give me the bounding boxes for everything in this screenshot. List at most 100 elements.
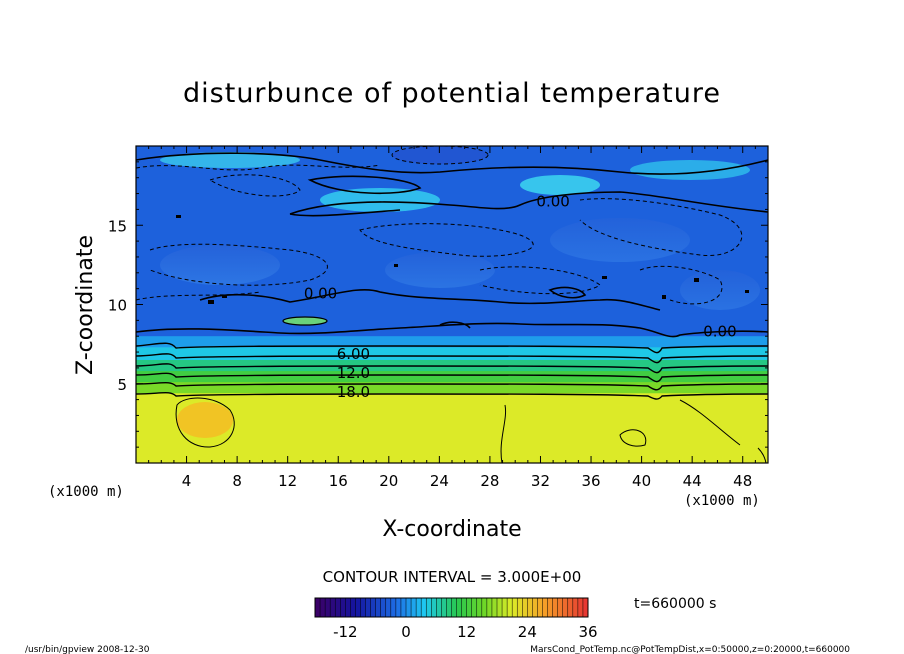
contour-negative: [208, 174, 301, 197]
colorbar-cell: [517, 598, 523, 617]
colorbar-tick-label: -12: [333, 623, 358, 641]
dark-patch: [385, 252, 495, 288]
colorbar-cell: [486, 598, 493, 617]
light-patch: [630, 160, 750, 180]
colorbar-cell: [441, 598, 447, 617]
colorbar-cell: [421, 598, 427, 617]
colorbar-cell: [320, 598, 326, 617]
contour-island: [662, 295, 666, 299]
contour-label: 6.00: [337, 345, 370, 363]
time-label: t=660000 s: [634, 596, 716, 612]
colorbar-cell: [466, 598, 473, 617]
colorbar-cell: [360, 598, 366, 617]
colorbar-cell: [547, 598, 554, 617]
contour-positive: [136, 353, 768, 364]
x-unit-left: (x1000 m): [48, 484, 124, 500]
colorbar-tick-label: 36: [578, 623, 597, 641]
colorbar-cell: [355, 598, 361, 617]
contour-label: 0.00: [536, 193, 569, 211]
y-tick-label: 5: [117, 376, 127, 394]
colorbar-tick-label: 24: [518, 623, 537, 641]
colorbar-cell: [537, 598, 543, 617]
contour-positive: [136, 342, 768, 354]
colorbar-cell: [325, 598, 331, 617]
colorbar-cell: [385, 598, 392, 617]
dark-patch: [680, 270, 760, 310]
colorbar-cell: [426, 598, 432, 617]
x-tick-label: 20: [379, 472, 398, 490]
x-tick-label: 32: [531, 472, 550, 490]
contour-negative: [359, 223, 534, 257]
colorbar-cell: [471, 598, 478, 617]
light-patch: [520, 175, 600, 195]
contour-negative: [479, 266, 601, 295]
x-tick-label: 28: [480, 472, 499, 490]
colorbar-cell: [370, 598, 377, 617]
cold-anomaly-top-contour: [391, 146, 489, 165]
colorbar-tick-label: 0: [401, 623, 411, 641]
colorbar-cell: [431, 598, 437, 617]
colorbar-cell: [335, 598, 341, 617]
colorbar-cell: [456, 598, 463, 617]
warm-anomaly-bottom-contour: [175, 397, 235, 448]
footer-right: MarsCond_PotTemp.nc@PotTempDist,x=0:5000…: [530, 645, 850, 654]
colorbar-cell: [557, 598, 564, 617]
x-tick-label: 48: [733, 472, 752, 490]
contour-island: [745, 290, 749, 293]
colorbar-cell: [395, 598, 402, 617]
contour-zero: [548, 286, 587, 299]
warm-anomaly-bottom: [177, 402, 233, 438]
warm-patch-contour: [282, 316, 328, 326]
heatmap-features: [160, 146, 767, 463]
contour-label: 0.00: [703, 323, 736, 341]
contour-island: [394, 264, 398, 267]
x-tick-label: 16: [329, 472, 348, 490]
colorbar-cell: [411, 598, 417, 617]
colorbar-cell: [532, 598, 538, 617]
colorbar-cell: [577, 598, 584, 617]
contour-positive: [136, 363, 768, 374]
contour-island: [694, 278, 699, 282]
contour-island: [208, 300, 214, 304]
colorbar-cell: [375, 598, 382, 617]
colorbar-tick-label: 12: [457, 623, 476, 641]
colorbar-cell: [512, 598, 518, 617]
contour-zero: [136, 322, 768, 338]
x-axis-label: X-coordinate: [382, 517, 521, 542]
colorbar-cell: [497, 598, 503, 617]
contour-zero: [136, 152, 768, 175]
colorbar-cell: [527, 598, 533, 617]
contour-line: [500, 404, 507, 463]
contour-label: 0.00: [304, 285, 337, 303]
light-patch: [160, 152, 300, 168]
colorbar-cell: [582, 598, 589, 617]
contour-positive: [136, 372, 768, 383]
colorbar-cell: [406, 598, 412, 617]
colorbar-cell: [330, 598, 336, 617]
contour-line: [619, 429, 647, 447]
y-tick-label: 15: [108, 217, 127, 235]
x-tick-label: 36: [581, 472, 600, 490]
colorbar-cell: [365, 598, 372, 617]
colorbar-cell: [542, 598, 548, 617]
y-tick-label: 10: [108, 297, 127, 315]
colorbar-cell: [446, 598, 452, 617]
contour-line: [679, 399, 741, 446]
colorbar-cell: [315, 598, 321, 617]
contour-island: [176, 215, 181, 218]
contour-positive: [136, 392, 768, 400]
contour-negative: [579, 198, 743, 257]
colorbar-cell: [400, 598, 407, 617]
contour-line: [757, 447, 767, 463]
colorbar-cell: [390, 598, 397, 617]
contour-island: [222, 295, 227, 298]
x-unit-right: (x1000 m): [684, 493, 760, 509]
dark-patch: [160, 245, 280, 285]
colorbar-cell: [416, 598, 422, 617]
x-tick-label: 40: [632, 472, 651, 490]
x-tick-label: 8: [232, 472, 242, 490]
colorbar-cell: [502, 598, 508, 617]
x-tick-label: 44: [683, 472, 702, 490]
